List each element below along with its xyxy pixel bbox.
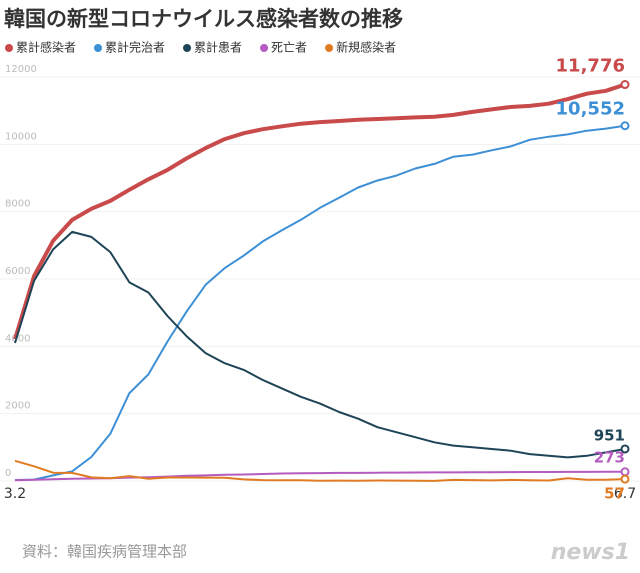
legend-label: 新規感染者 [336,40,396,55]
legend-label: 累計感染者 [16,40,76,55]
y-tick-label: 2000 [5,401,30,412]
y-tick-label: 6000 [5,266,30,277]
series-line [14,459,626,482]
legend-marker [183,44,192,52]
value-label: 10,552 [556,99,625,120]
chart-title: 韓国の新型コロナウイルス感染者数の推移 [4,7,403,31]
value-label: 951 [594,426,625,444]
legend-marker [5,44,13,52]
legend-marker [94,44,103,52]
end-marker [620,474,630,484]
legend-label: 死亡者 [271,41,307,55]
source: 資料：韓国疾病管理本部 [22,543,187,561]
value-label: 273 [594,448,625,466]
y-tick-label: 0 [5,468,11,479]
legend-marker [260,44,269,52]
y-tick-label: 10000 [5,131,37,142]
watermark: news1 [551,540,630,565]
value-label: 11,776 [556,56,625,77]
series-line [13,82,626,340]
legend-label: 累計完治者 [105,40,165,55]
x-tick-label: 3.2 [4,486,26,502]
x-tick-label: 6.7 [614,486,636,502]
end-marker [620,80,630,90]
y-tick-label: 12000 [5,64,37,75]
legend-marker [325,44,334,52]
series-line [14,230,626,459]
end-marker [620,121,630,131]
y-tick-label: 4000 [5,333,30,344]
end-marker [620,444,630,454]
series-line [14,124,626,481]
legend-label: 累計患者 [194,40,242,55]
end-marker [620,467,630,477]
y-tick-label: 8000 [5,199,30,210]
value-label: 57 [604,485,625,503]
